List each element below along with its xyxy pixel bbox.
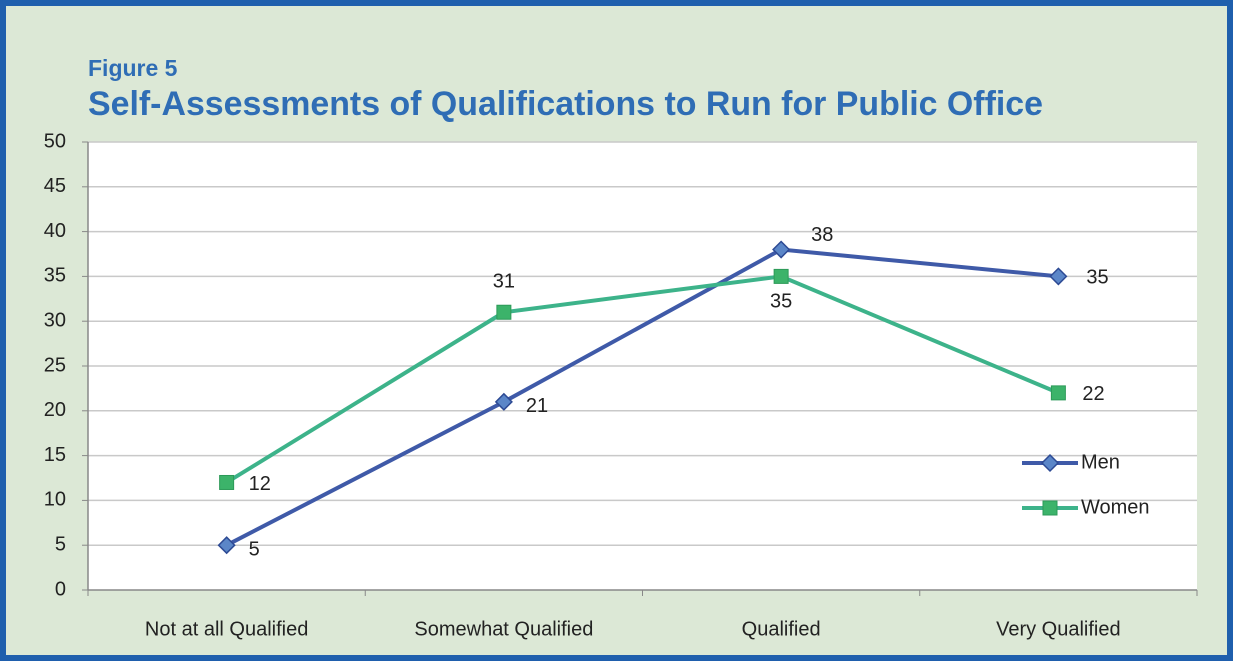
point (1050, 385, 1066, 401)
data-label: 22 (1082, 383, 1104, 405)
point (219, 474, 235, 490)
series-line (225, 247, 1059, 547)
point (217, 536, 236, 555)
y-tick-label: 20 (44, 399, 66, 421)
point (494, 392, 513, 411)
data-label: 31 (493, 271, 515, 293)
series-line (225, 274, 1060, 485)
point (772, 240, 791, 259)
y-tick-label: 5 (55, 533, 66, 555)
x-tick-label: Very Qualified (996, 618, 1121, 640)
x-tick-label: Somewhat Qualified (414, 618, 593, 640)
legend-label: Women (1081, 496, 1150, 518)
y-tick-label: 50 (44, 130, 66, 152)
x-tick-label: Qualified (742, 618, 821, 640)
data-label: 38 (811, 224, 833, 246)
y-tick-label: 35 (44, 265, 66, 287)
y-tick-label: 30 (44, 309, 66, 331)
legend-marker (1040, 453, 1060, 473)
point (773, 268, 789, 284)
data-label: 12 (249, 473, 271, 495)
chart-subtitle: Figure 5 (88, 55, 178, 81)
y-tick-label: 45 (44, 175, 66, 197)
y-tick-label: 10 (44, 489, 66, 511)
legend-label: Men (1081, 451, 1120, 473)
point (496, 304, 512, 320)
y-tick-label: 0 (55, 578, 66, 600)
point (1049, 267, 1068, 286)
legend-marker (1042, 500, 1058, 516)
y-tick-label: 15 (44, 444, 66, 466)
y-tick-label: 40 (44, 220, 66, 242)
data-label: 35 (1086, 267, 1108, 289)
x-tick-label: Not at all Qualified (145, 618, 308, 640)
y-tick-label: 25 (44, 354, 66, 376)
data-label: 35 (770, 291, 792, 313)
data-label: 5 (249, 538, 260, 560)
data-label: 21 (526, 395, 548, 417)
chart-title: Self-Assessments of Qualifications to Ru… (88, 85, 1043, 123)
